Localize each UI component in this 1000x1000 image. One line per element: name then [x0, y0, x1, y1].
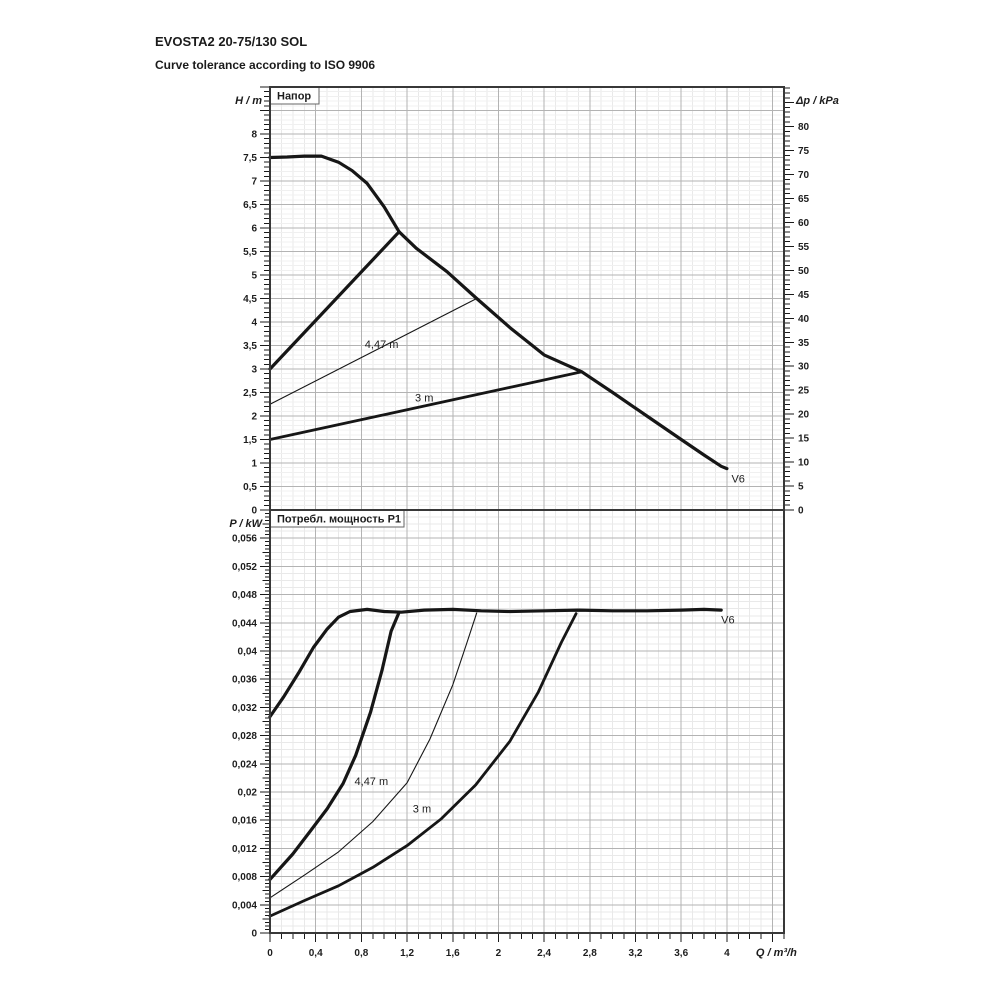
right-axis-tick-label: 50 [798, 266, 810, 277]
bottom-chart-title: Потребл. мощность P1 [277, 514, 401, 526]
setpoint-3m-power [268, 612, 578, 918]
power-axis-tick-label: 0 [251, 929, 257, 940]
curves [268, 154, 729, 918]
curve-annotation: 3 m [415, 393, 433, 405]
head-axis-label: H / m [235, 95, 262, 107]
x-axis-tick-label: 1,2 [400, 948, 414, 959]
right-axis-tick-label: 75 [798, 146, 810, 157]
power-axis-tick-label: 0,024 [232, 759, 257, 770]
x-axis-tick-label: 4 [724, 948, 730, 959]
power-axis-tick-label: 0,012 [232, 844, 257, 855]
curve-annotation: 4,47 m [355, 776, 389, 788]
x-axis-tick-label: 0 [267, 948, 273, 959]
power-axis-tick-label: 0,008 [232, 872, 257, 883]
right-axis-tick-label: 35 [798, 338, 810, 349]
y-axis-tick-label: 6,5 [243, 200, 257, 211]
flow-axis-label: Q / m³/h [756, 947, 797, 959]
curve-annotation: V6 [731, 473, 744, 485]
x-axis-tick-label: 1,6 [446, 948, 460, 959]
y-axis-tick-label: 3,5 [243, 341, 257, 352]
y-axis-tick-label: 5,5 [243, 247, 257, 258]
x-axis-tick-label: 3,6 [674, 948, 688, 959]
right-axis-tick-label: 80 [798, 122, 810, 133]
y-axis-tick-label: 1,5 [243, 435, 257, 446]
power-axis-tick-label: 0,044 [232, 618, 257, 629]
right-axis-tick-label: 65 [798, 194, 810, 205]
x-axis-tick-label: 2,8 [583, 948, 597, 959]
y-axis-tick-label: 0,5 [243, 482, 257, 493]
top-chart-title: Напор [277, 91, 311, 103]
curve-annotation: V6 [721, 614, 734, 626]
setpoint-4.47m-power [269, 612, 478, 899]
curve-annotation: 3 m [413, 803, 431, 815]
right-axis-tick-label: 15 [798, 434, 810, 445]
right-axis-tick-label: 30 [798, 362, 810, 373]
right-axis-tick-label: 70 [798, 170, 810, 181]
power-axis-tick-label: 0,032 [232, 703, 257, 714]
right-axis-tick-label: 45 [798, 290, 810, 301]
right-axis-tick-label: 10 [798, 458, 810, 469]
y-axis-tick-label: 2 [251, 412, 257, 423]
power-axis-tick-label: 0,02 [238, 788, 258, 799]
max-proportional-curve [268, 230, 401, 371]
right-axis-tick-label: 40 [798, 314, 810, 325]
power-axis-tick-label: 0,04 [238, 647, 258, 658]
power-axis-tick-label: 0,056 [232, 534, 257, 545]
right-axis-tick-label: 5 [798, 482, 804, 493]
max-proportional-power [268, 610, 401, 881]
y-axis-tick-label: 6 [251, 224, 257, 235]
frame-and-ticks [260, 86, 794, 942]
right-axis-tick-label: 25 [798, 386, 810, 397]
right-axis-tick-label: 0 [798, 506, 804, 517]
power-axis-tick-label: 0,016 [232, 816, 257, 827]
page-subtitle: Curve tolerance according to ISO 9906 [155, 58, 376, 72]
V6-power-curve [268, 607, 723, 719]
power-axis-label: P / kW [229, 518, 263, 530]
x-axis-tick-label: 2 [496, 948, 502, 959]
V6-head-curve [268, 154, 729, 471]
right-axis-tick-label: 55 [798, 242, 810, 253]
power-axis-tick-label: 0,004 [232, 900, 257, 911]
page-title: EVOSTA2 20-75/130 SOL [155, 34, 308, 49]
curve-annotation: 4,47 m [365, 339, 399, 351]
y-axis-tick-label: 7 [251, 177, 257, 188]
right-axis-tick-label: 20 [798, 410, 810, 421]
y-axis-tick-label: 1 [251, 459, 257, 470]
y-axis-tick-label: 7,5 [243, 153, 257, 164]
y-axis-tick-label: 4 [251, 318, 257, 329]
y-axis-tick-label: 5 [251, 271, 257, 282]
y-axis-tick-label: 2,5 [243, 388, 257, 399]
power-axis-tick-label: 0,052 [232, 562, 257, 573]
x-axis-tick-label: 3,2 [629, 948, 643, 959]
x-axis-tick-label: 2,4 [537, 948, 551, 959]
right-axis-tick-label: 60 [798, 218, 810, 229]
x-axis-tick-label: 0,8 [354, 948, 368, 959]
pressure-axis-label: Δp / kPa [795, 95, 839, 107]
x-axis-tick-label: 0,4 [309, 948, 323, 959]
y-axis-tick-label: 0 [251, 506, 257, 517]
y-axis-tick-label: 3 [251, 365, 257, 376]
power-axis-tick-label: 0,048 [232, 590, 257, 601]
setpoint-3m-curve [268, 370, 584, 441]
power-axis-tick-label: 0,028 [232, 731, 257, 742]
power-axis-tick-label: 0,036 [232, 675, 257, 686]
y-axis-tick-label: 8 [251, 130, 257, 141]
y-axis-tick-label: 4,5 [243, 294, 257, 305]
setpoint-4.47m-curve [269, 297, 478, 405]
